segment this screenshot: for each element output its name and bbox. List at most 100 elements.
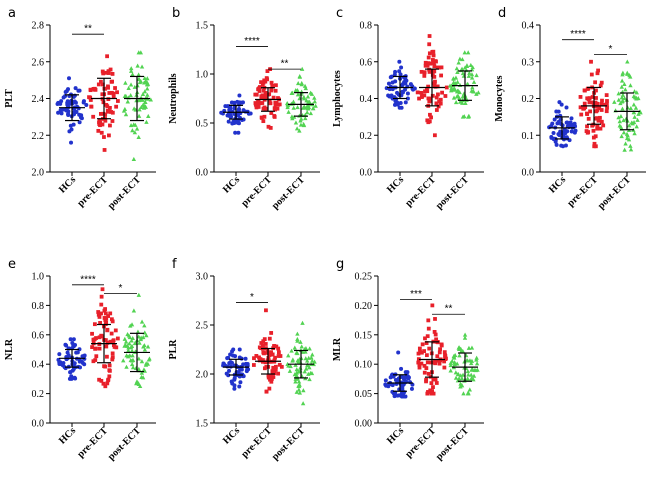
data-point (405, 91, 410, 96)
data-point (147, 356, 152, 361)
data-point (56, 100, 61, 105)
data-point (616, 115, 621, 120)
data-point (466, 345, 472, 350)
data-point (388, 75, 393, 80)
data-point (262, 337, 267, 342)
data-point (590, 95, 595, 99)
data-point (267, 386, 272, 391)
data-point (420, 342, 425, 347)
data-point (386, 93, 391, 98)
y-tick-label: 0.8 (32, 301, 45, 312)
data-point (579, 112, 584, 117)
data-point (267, 336, 272, 341)
x-tick-label-post-ECT: post-ECT (106, 425, 143, 462)
data-point (417, 365, 422, 370)
data-point (267, 92, 272, 97)
panel-d: d0.00.10.20.30.4MonocytesHCspre-ECTpost-… (494, 6, 646, 212)
data-point (442, 365, 447, 370)
data-point (292, 345, 297, 350)
data-point (262, 105, 267, 110)
data-point (620, 106, 625, 111)
data-point (437, 361, 442, 366)
data-point (104, 344, 109, 349)
data-point (106, 69, 111, 74)
data-point (270, 83, 275, 88)
data-point (426, 61, 431, 66)
data-point (457, 90, 462, 95)
data-point (136, 334, 141, 339)
data-point (139, 319, 145, 324)
data-point (462, 65, 468, 70)
data-point (393, 79, 398, 84)
data-point (422, 73, 427, 78)
data-point (137, 107, 142, 112)
data-point (231, 347, 236, 352)
data-point (624, 131, 630, 136)
y-tick-label: 0.8 (360, 21, 373, 32)
data-point (80, 360, 85, 365)
data-point (264, 365, 269, 369)
data-point (625, 59, 630, 64)
data-point (425, 360, 430, 365)
data-point (130, 353, 135, 358)
data-point (593, 134, 598, 139)
data-point (236, 370, 241, 375)
data-point (286, 353, 291, 358)
significance-label: ** (84, 24, 92, 35)
data-point (100, 69, 105, 74)
data-point (295, 81, 301, 86)
data-point (122, 336, 128, 341)
data-point (303, 349, 308, 354)
data-point (302, 83, 308, 88)
data-point (435, 84, 440, 89)
data-point (253, 101, 258, 105)
data-point (138, 50, 144, 55)
data-point (437, 350, 442, 355)
data-point (457, 353, 462, 358)
data-point (68, 123, 73, 128)
data-point (286, 109, 291, 114)
data-point (294, 367, 299, 372)
data-point (439, 73, 444, 78)
data-point (424, 366, 429, 371)
data-point (264, 76, 269, 80)
data-point (604, 93, 609, 97)
data-point (405, 96, 410, 101)
data-point (474, 72, 479, 78)
data-point (419, 361, 424, 366)
data-point (107, 91, 112, 95)
data-point (309, 91, 315, 96)
data-point (110, 355, 115, 360)
data-point (105, 340, 110, 345)
y-tick-label: 1.5 (196, 21, 209, 32)
data-point (103, 118, 108, 123)
y-tick-label: 0.0 (196, 168, 209, 179)
panel-letter-a: a (8, 6, 16, 21)
data-point (87, 95, 91, 100)
data-point (92, 337, 97, 342)
data-point (134, 126, 140, 131)
data-point (99, 79, 103, 84)
data-point (290, 357, 296, 362)
panel-e: e0.00.20.40.60.81.0NLRHCspre-ECTpost-ECT… (4, 257, 156, 463)
data-point (448, 363, 453, 368)
data-point (291, 99, 296, 104)
panel-letter-f: f (172, 257, 177, 272)
data-point (634, 95, 639, 100)
data-point (582, 88, 587, 93)
data-point (589, 72, 594, 77)
data-point (142, 347, 148, 352)
data-point (417, 96, 421, 101)
data-point (598, 83, 603, 88)
data-point (68, 337, 73, 342)
data-point (276, 346, 281, 351)
data-point (301, 105, 306, 110)
data-point (403, 375, 408, 380)
data-point (555, 121, 560, 126)
data-point (100, 82, 105, 87)
data-point (622, 147, 627, 152)
data-point (138, 337, 144, 342)
data-point (599, 102, 604, 106)
data-point (432, 133, 437, 138)
data-point (129, 66, 134, 71)
